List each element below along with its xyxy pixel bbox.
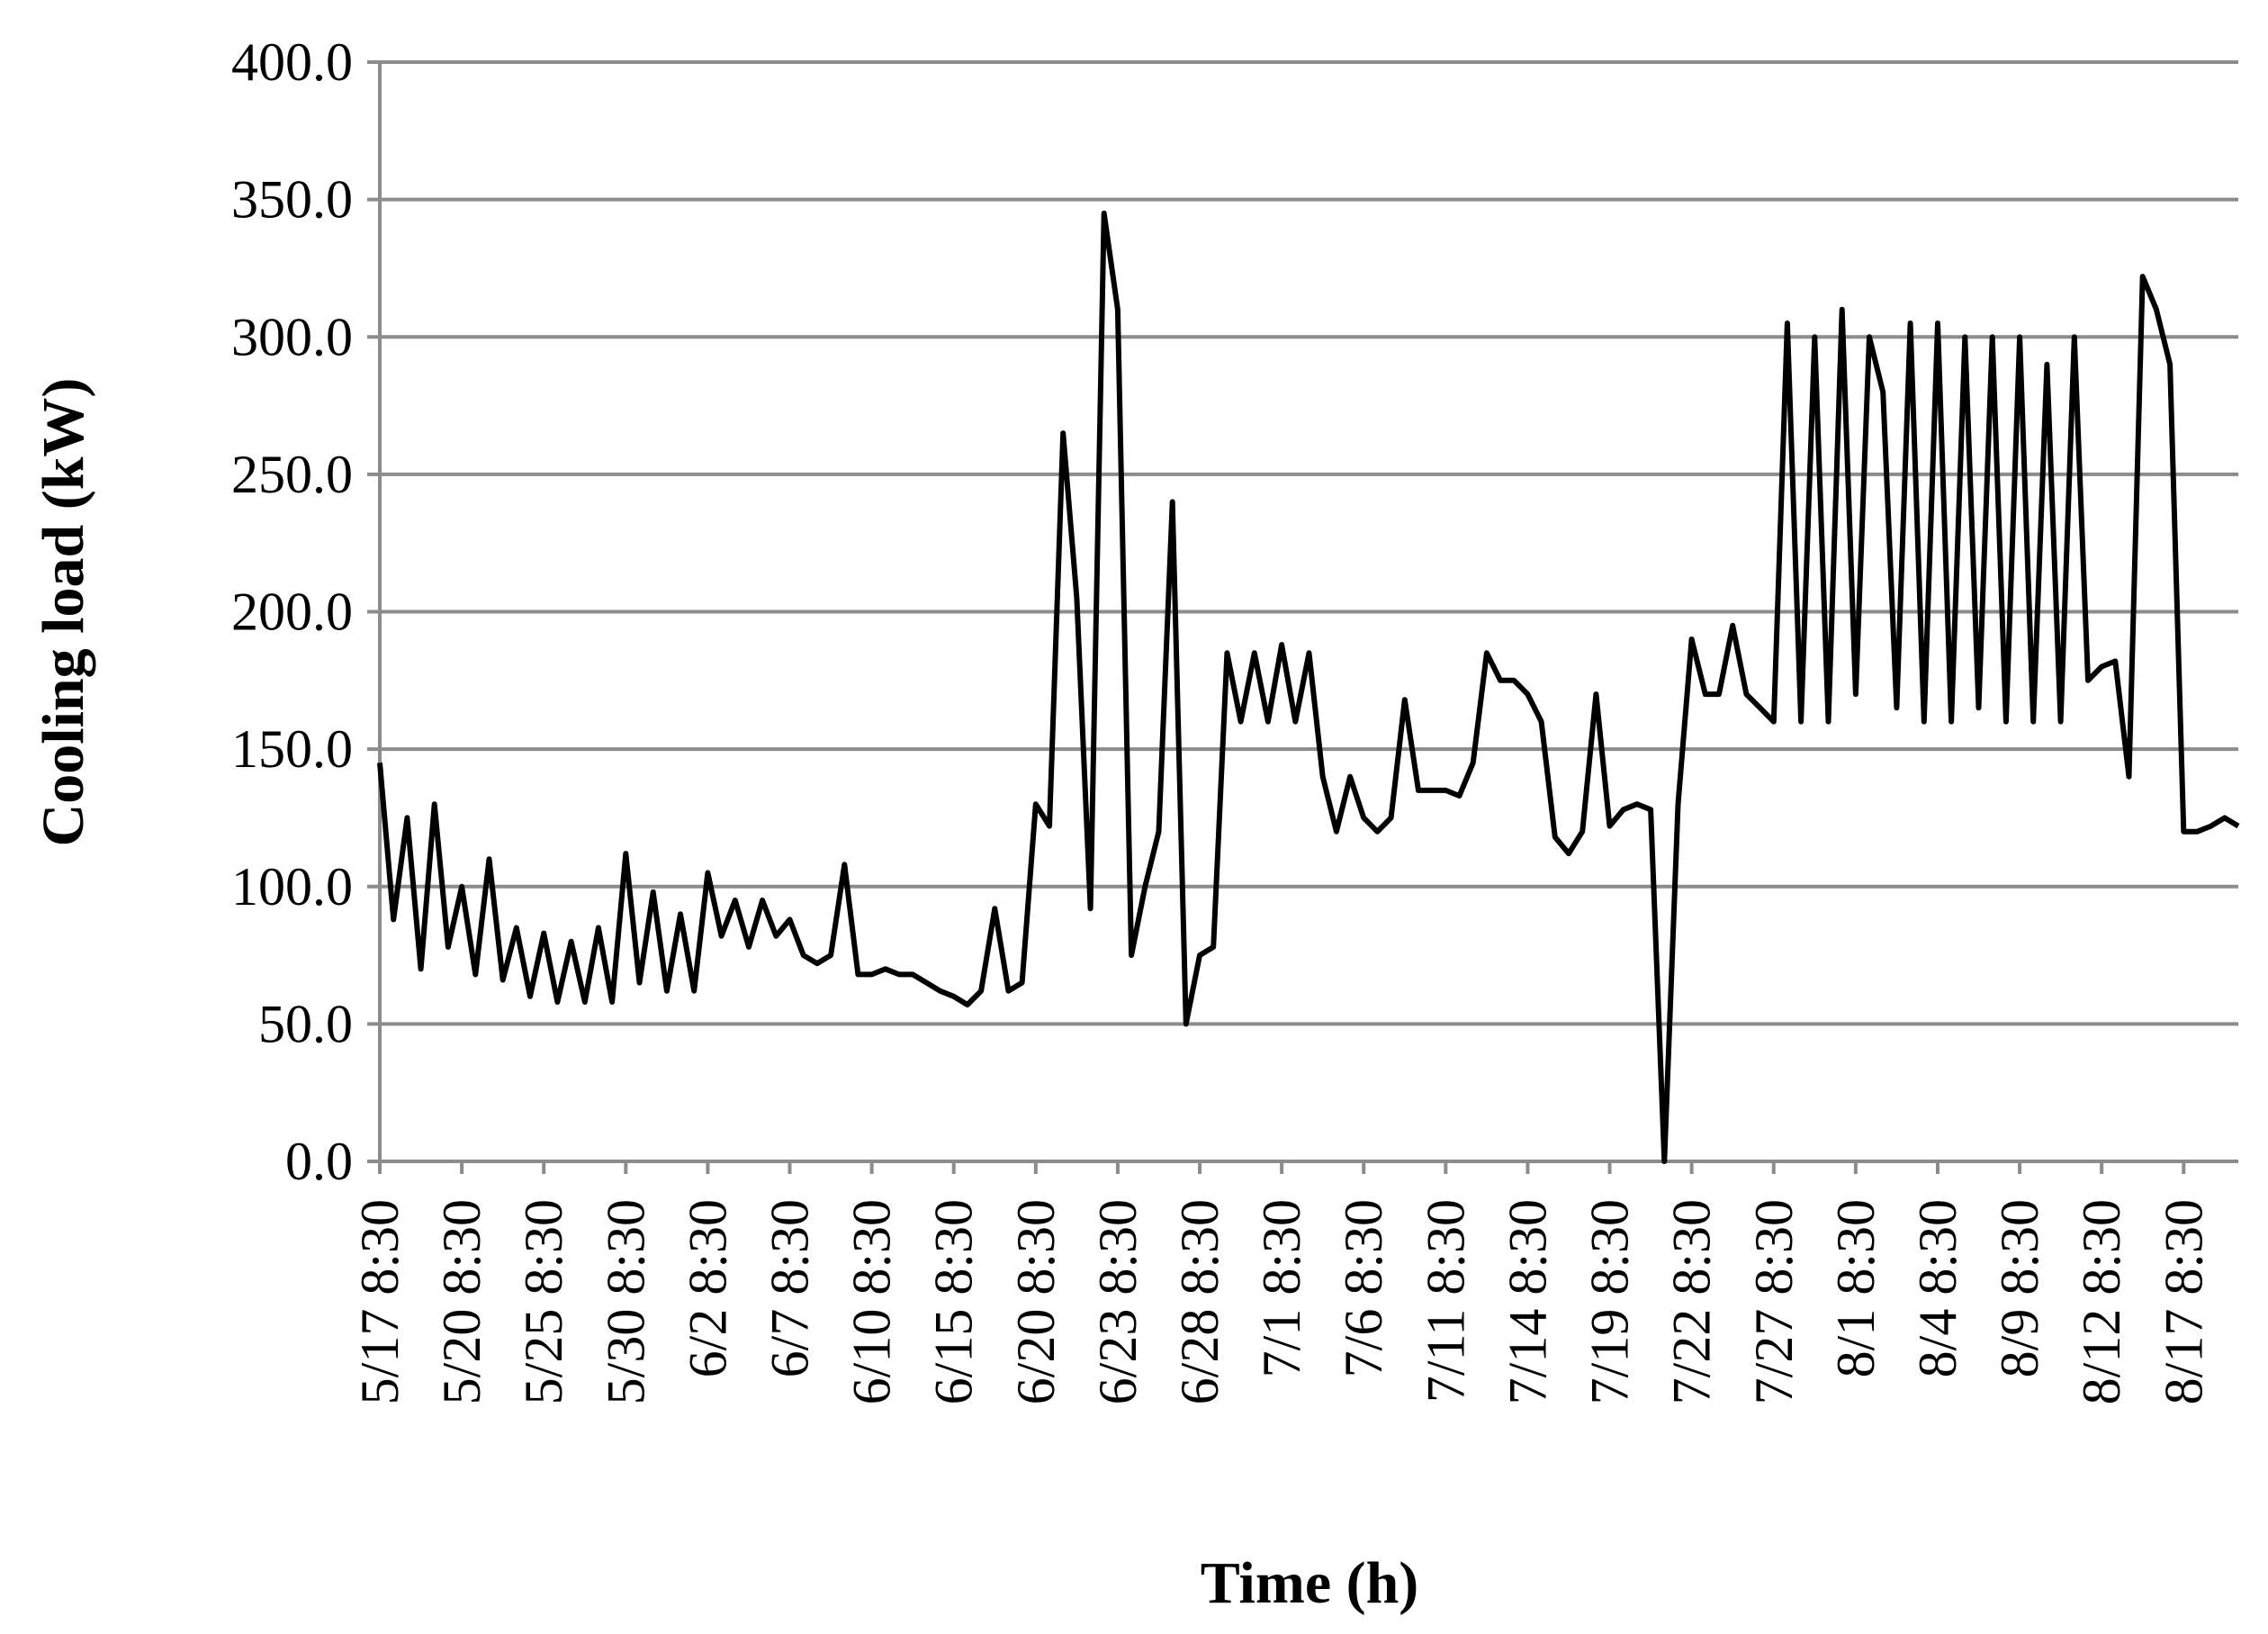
x-tick-label: 8/1 8:30 [1826, 1199, 1886, 1377]
x-tick-label: 7/22 8:30 [1662, 1199, 1722, 1404]
x-tick-label: 7/19 8:30 [1580, 1199, 1640, 1404]
x-tick-label: 5/20 8:30 [432, 1199, 491, 1404]
x-tick-label: 7/27 8:30 [1744, 1199, 1804, 1404]
x-tick-label: 6/2 8:30 [678, 1199, 737, 1377]
x-tick-label: 6/7 8:30 [760, 1199, 820, 1377]
x-tick-label: 6/20 8:30 [1006, 1199, 1066, 1404]
data-line [377, 210, 2240, 1164]
y-tick-label: 150.0 [231, 719, 353, 779]
x-tick-label: 8/17 8:30 [2154, 1199, 2213, 1404]
x-tick-label: 5/30 8:30 [596, 1199, 655, 1404]
x-tick-label: 7/6 8:30 [1334, 1199, 1393, 1377]
x-tick-label: 5/17 8:30 [350, 1199, 410, 1404]
x-axis-title: Time (h) [1201, 1550, 1419, 1616]
y-tick-label: 100.0 [231, 857, 353, 916]
x-tick-label: 7/11 8:30 [1416, 1199, 1475, 1403]
y-tick-label: 200.0 [231, 582, 353, 642]
x-tick-label: 8/9 8:30 [1990, 1199, 2049, 1377]
x-tick-label: 7/1 8:30 [1252, 1199, 1311, 1377]
y-tick-label: 50.0 [258, 994, 353, 1053]
x-tick-label: 7/14 8:30 [1498, 1199, 1557, 1404]
y-tick-label: 0.0 [285, 1132, 353, 1191]
x-tick-label: 6/10 8:30 [842, 1199, 902, 1404]
y-tick-label: 400.0 [231, 32, 353, 92]
x-tick-label: 6/23 8:30 [1088, 1199, 1148, 1404]
x-tick-label: 6/15 8:30 [924, 1199, 984, 1404]
x-tick-label: 5/25 8:30 [514, 1199, 573, 1404]
x-tick-label: 6/28 8:30 [1170, 1199, 1229, 1404]
y-axis-title: Cooling load (kW) [31, 378, 96, 847]
y-tick-label: 300.0 [231, 307, 353, 366]
y-tick-label: 350.0 [231, 170, 353, 230]
y-tick-label: 250.0 [231, 445, 353, 504]
x-tick-label: 8/4 8:30 [1908, 1199, 1967, 1377]
x-tick-label: 8/12 8:30 [2072, 1199, 2131, 1404]
